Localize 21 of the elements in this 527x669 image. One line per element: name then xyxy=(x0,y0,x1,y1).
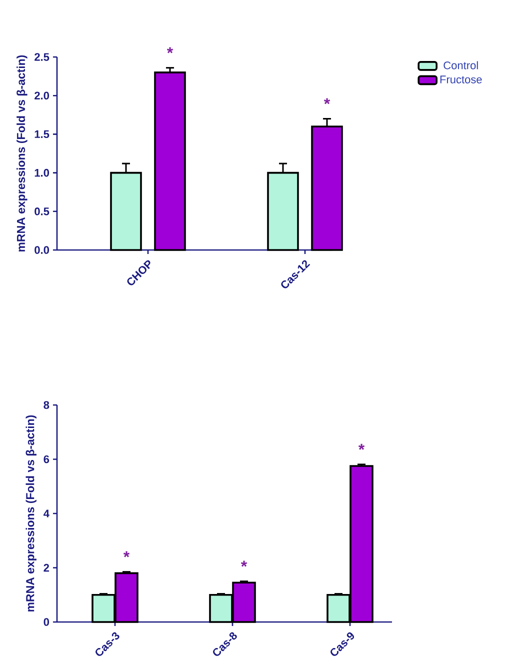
y-tick-label: 0.5 xyxy=(34,208,50,216)
y-tick-label: 1.5 xyxy=(34,130,50,138)
annotation: * xyxy=(123,551,130,558)
annotation: * xyxy=(324,98,330,104)
y-tick-label: 0 xyxy=(44,618,50,626)
y-tick-label: 2 xyxy=(44,564,50,572)
y-tick-label: 0.0 xyxy=(34,246,50,254)
y-axis-title: mRNA expressions (Fold vs β-actin) xyxy=(16,55,28,252)
y-tick-label: 1.0 xyxy=(34,168,50,177)
y-tick-label: 6 xyxy=(44,455,50,464)
text: * xyxy=(166,47,174,54)
y-tick-label: 2.0 xyxy=(34,92,50,100)
y-axis-title: mRNA expressions (Fold vs β-actin) xyxy=(26,415,36,612)
legend-label: Control xyxy=(444,61,478,70)
annotation: * xyxy=(358,444,365,450)
y-tick-label: 4 xyxy=(44,510,50,518)
annotation: * xyxy=(240,560,248,567)
y-tick-label: 2.5 xyxy=(34,53,50,61)
y-tick-label: 8 xyxy=(44,401,50,409)
legend-label: Fructose xyxy=(440,76,482,84)
bar xyxy=(154,72,186,251)
